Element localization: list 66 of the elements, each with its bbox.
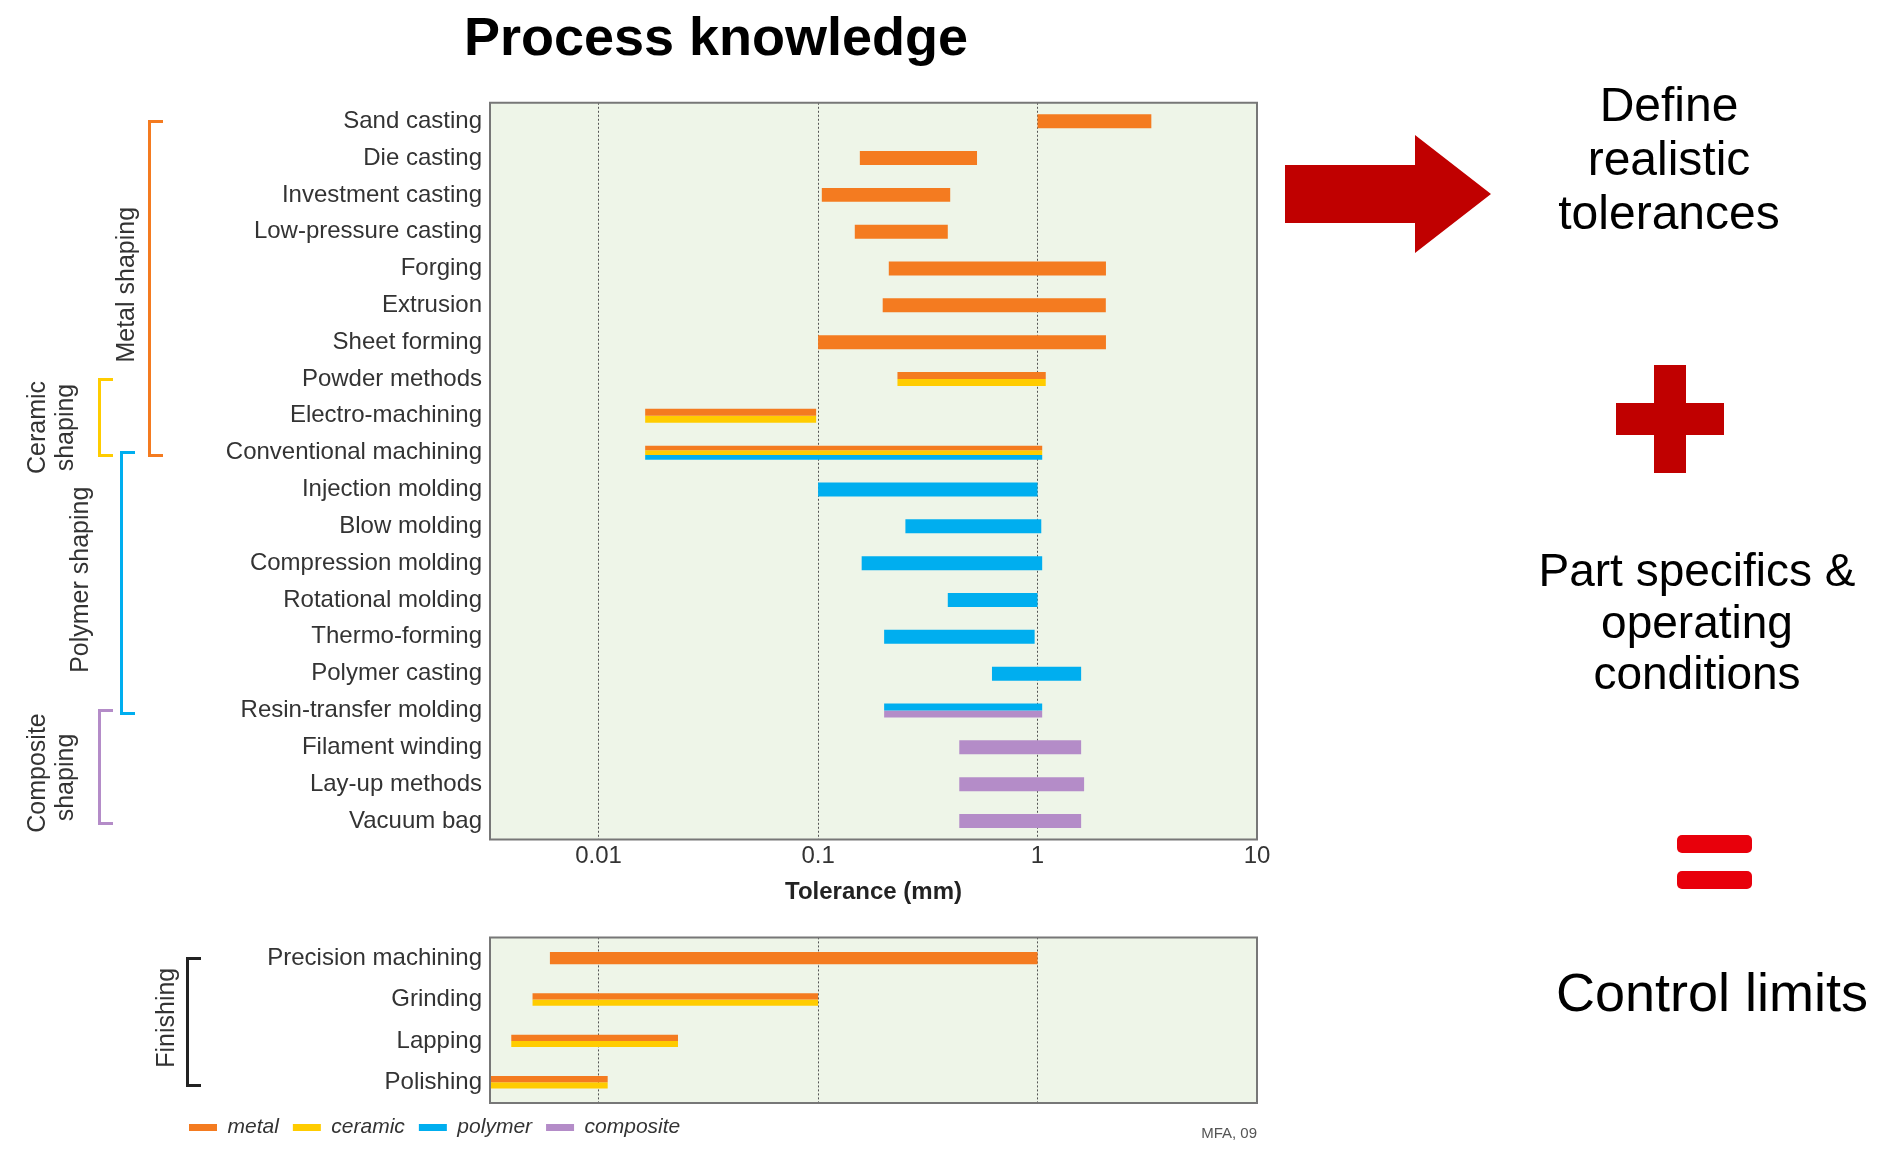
y-tick-label: Polymer casting [311,658,482,686]
y-tick-label: Extrusion [381,289,482,317]
y-tick-label: Sheet forming [332,326,482,354]
bar [511,1040,678,1048]
bar [532,999,819,1006]
y-tick-label: Low-pressure casting [253,216,482,244]
bar [884,629,1035,644]
text: Polymer shaping [65,486,94,673]
bar [959,777,1085,792]
y-tick-label: Grinding [391,984,482,1012]
bar [818,482,1038,497]
y-tick-label: Forging [400,253,482,281]
text: MFA, 09 [1200,1124,1257,1142]
y-tick-label: Die casting [363,142,482,170]
y-tick-label: Electro-machining [289,400,482,428]
bar [532,993,819,1000]
text: Metal shaping [111,205,140,365]
legend-label: polymer [456,1114,534,1138]
bar [645,415,817,423]
y-tick-label: Vacuum bag [349,805,482,833]
bar [888,261,1106,276]
bar [490,1076,608,1083]
bar [959,813,1082,828]
text: Define realistic tolerances [1557,78,1781,240]
legend-label: composite [584,1114,681,1138]
bar [947,593,1038,607]
y-tick-label: Powder methods [301,363,482,391]
y-tick-label: Resin-transfer molding [240,695,482,723]
x-tick-label: 0.01 [575,841,622,869]
bar [897,379,1046,387]
bar [821,187,951,202]
bar [861,556,1043,571]
text: Finishing [151,966,180,1070]
bar [991,666,1082,681]
bar [859,151,978,166]
text: Ceramic shaping [21,379,78,476]
y-tick-label: Compression molding [249,547,482,575]
bar [1037,114,1152,129]
bar [882,298,1106,313]
bar [854,224,948,239]
y-tick-label: Polishing [384,1066,482,1094]
y-tick-label: Injection molding [301,474,482,502]
text: Part specifics & operating conditions [1537,544,1857,700]
y-tick-label: Investment casting [281,179,482,207]
y-tick-label: Thermo-forming [311,621,482,649]
chart-title: Process knowledge [463,6,969,67]
legend-label: metal [227,1114,281,1138]
y-tick-label: Filament winding [301,731,482,759]
bar [511,1034,678,1041]
x-axis-title: Tolerance (mm) [785,877,962,905]
y-tick-label: Sand casting [343,105,482,133]
y-tick-label: Lapping [396,1025,482,1053]
x-tick-label: 0.1 [801,841,835,869]
y-tick-label: Rotational molding [283,584,482,612]
bar [905,519,1042,534]
bar [959,740,1082,755]
y-tick-label: Conventional machining [225,437,482,465]
text: Control limits [1554,962,1870,1023]
y-tick-label: Precision machining [267,942,482,970]
y-tick-label: Blow molding [339,510,482,538]
text: Composite shaping [21,712,78,833]
y-tick-label: Lay-up methods [309,768,482,796]
x-tick-label: 10 [1243,841,1271,869]
x-tick-label: 1 [1030,841,1045,869]
legend-label: ceramic [331,1114,406,1138]
bar [490,1082,608,1089]
